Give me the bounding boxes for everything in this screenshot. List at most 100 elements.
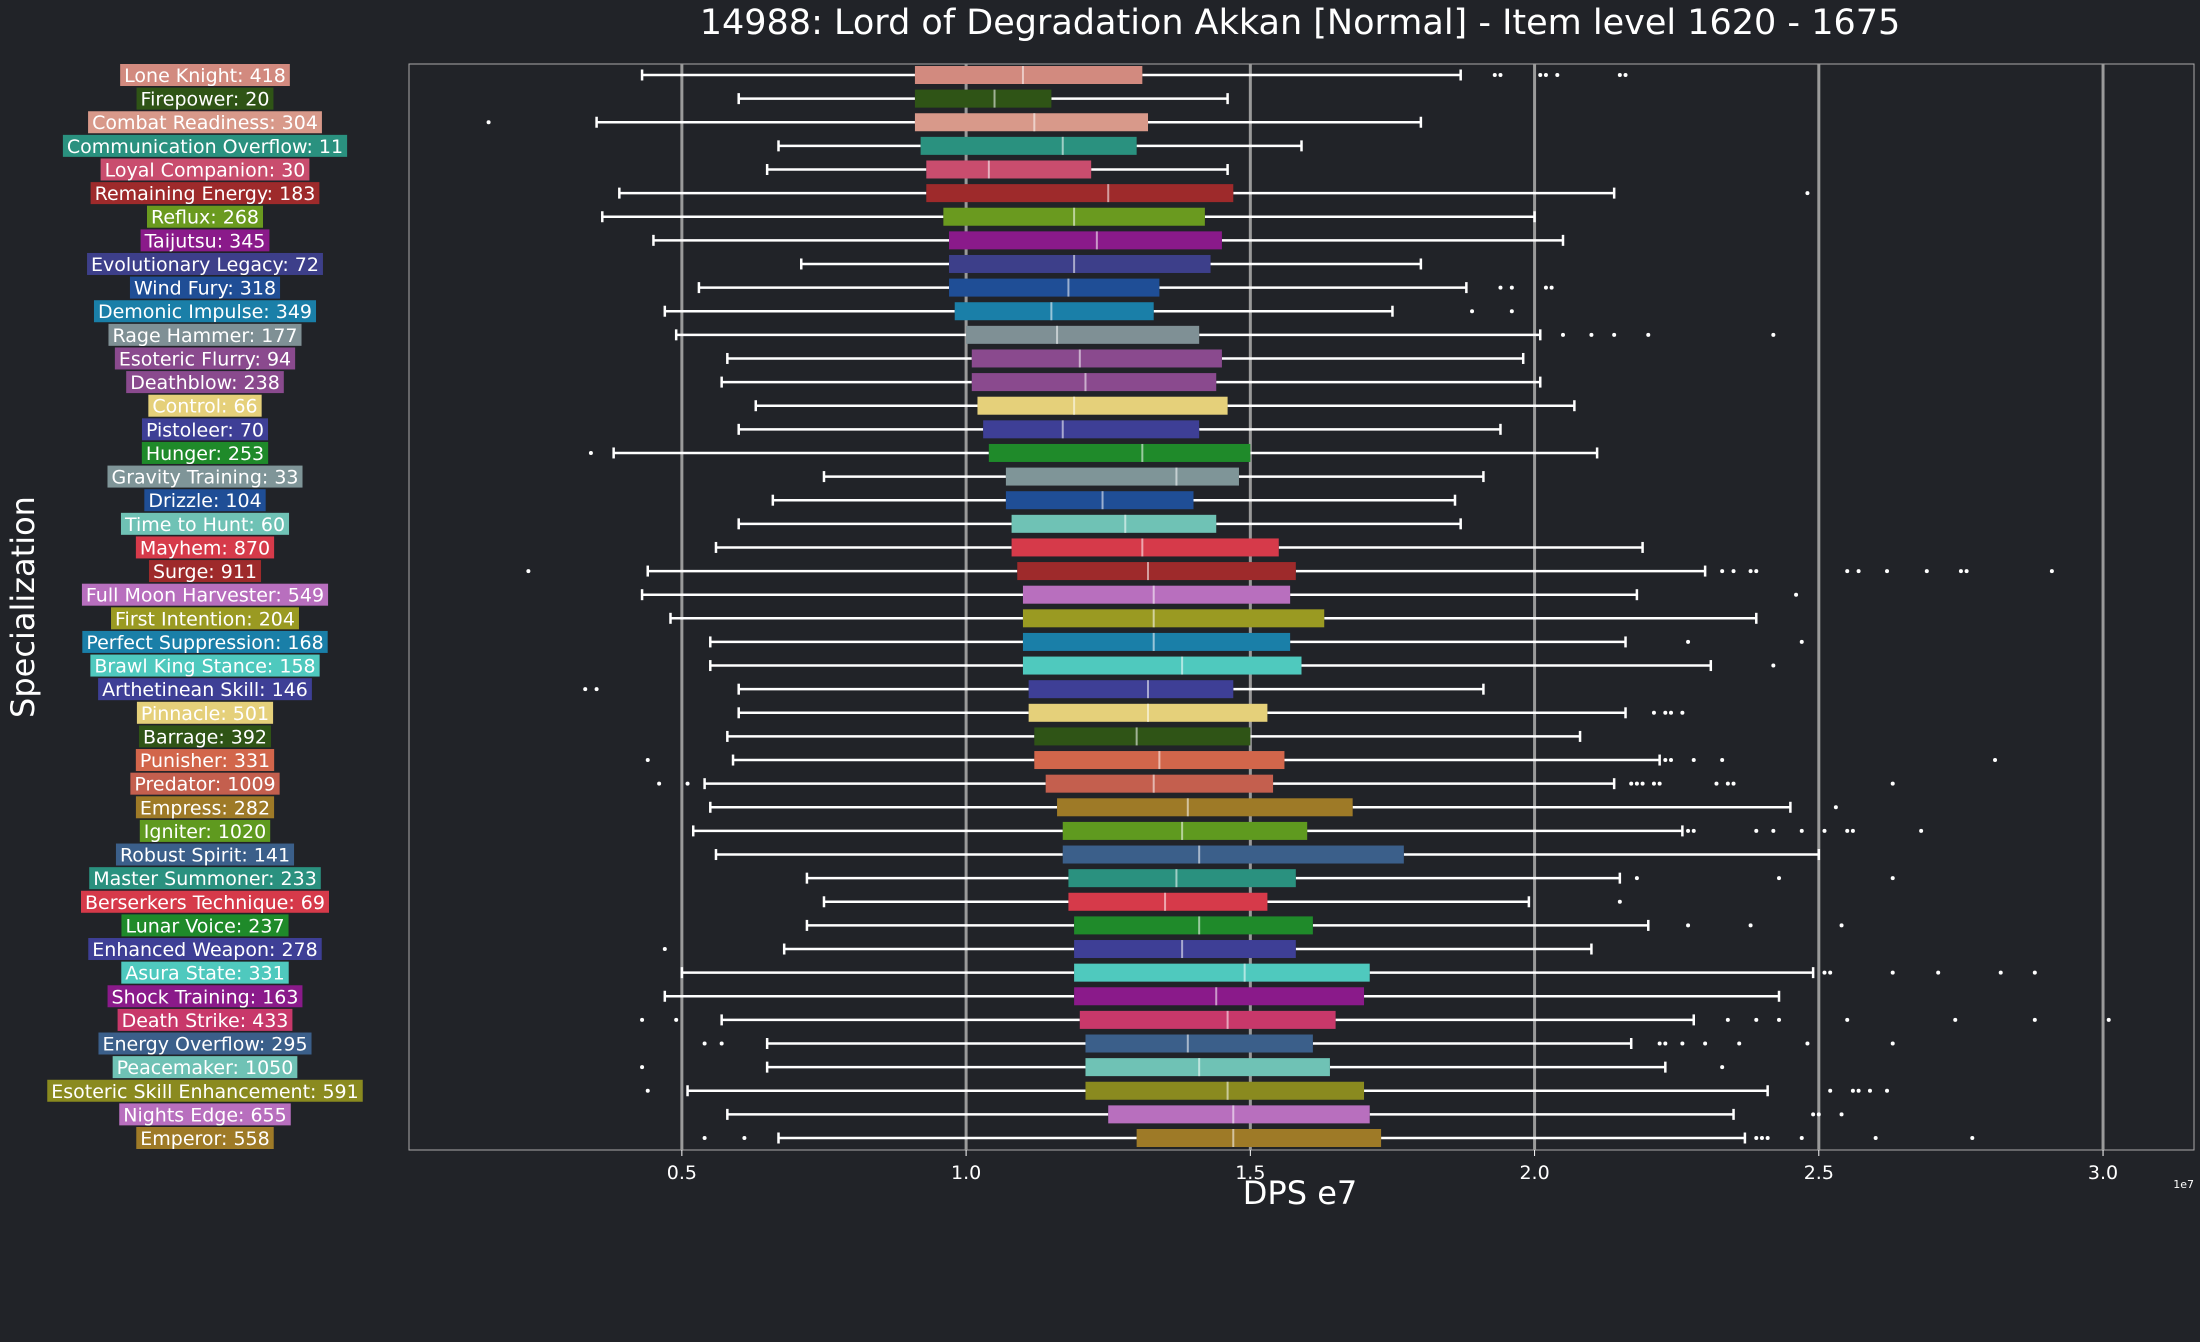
spec-label-text: Lunar Voice: 237 [125,915,284,937]
outlier-point [526,569,531,574]
iqr-box [1074,940,1296,959]
outlier-point [1771,663,1776,668]
spec-label-bg [98,1032,312,1055]
iqr-box [988,443,1251,462]
spec-label: Nights Edge: 655 [119,1103,291,1126]
box-row [737,514,1462,533]
box-row [714,845,1821,864]
outlier-point [1799,1136,1804,1140]
iqr-box [1085,1034,1313,1053]
spec-label-bg [107,465,303,488]
x-tick-label: 3.0 [2088,1162,2118,1184]
gridlines [680,64,2105,1150]
spec-label-text: Firepower: 20 [141,89,270,111]
box-row [669,609,1758,628]
spec-label: Berserkers Technique: 69 [81,890,329,914]
outlier-point [1543,285,1548,290]
spec-label-bg [89,867,321,890]
iqr-box [949,278,1160,297]
outlier-point [1498,73,1503,77]
iqr-box [966,325,1200,344]
spec-label: Perfect Suppression: 168 [82,630,328,654]
spec-label: Death Strike: 433 [117,1008,293,1032]
spec-label-bg [88,938,322,961]
spec-label-bg [100,158,310,181]
outlier-point [1777,876,1782,881]
spec-label: Evolutionary Legacy: 72 [87,252,323,276]
outlier-point [1890,876,1895,881]
outlier-point [1680,1041,1685,1046]
spec-label-text: Asura State: 331 [125,963,284,985]
box-row [805,916,1844,935]
iqr-box [1085,1058,1330,1077]
spec-label-bg [136,1127,274,1149]
outlier-point [1657,1041,1662,1046]
iqr-box [1136,1129,1382,1147]
iqr-box [1062,845,1404,864]
iqr-box [1057,798,1353,817]
box-row [822,892,1622,911]
outlier-point [1885,1088,1890,1093]
outlier-point [1822,970,1827,975]
spec-label-bg [121,914,289,937]
outlier-point [1651,781,1656,786]
spec-label-bg [93,300,317,323]
spec-label-text: Predator: 1009 [134,774,275,796]
x-tick-label: 1.0 [951,1162,981,1184]
outlier-point [1549,285,1554,290]
spec-label-text: Demonic Impulse: 349 [98,301,312,323]
spec-label: Control: 66 [148,394,262,418]
spec-label: Taijutsu: 345 [140,229,270,252]
outlier-point [1885,569,1890,574]
spec-label-bg [81,890,329,913]
spec-label-bg [144,489,266,512]
spec-label-text: Communication Overflow: 11 [67,136,343,158]
spec-label-bg [148,560,262,583]
outlier-point [662,947,667,952]
outlier-point [1856,569,1861,574]
spec-label-bg [81,583,329,606]
spec-label: Peacemaker: 1050 [112,1056,298,1079]
box-row [805,869,1895,888]
outlier-point [1617,73,1622,77]
spec-label-text: Barrage: 392 [143,726,267,748]
spec-label-text: Hunger: 253 [146,443,264,465]
box-row [709,632,1804,651]
outlier-point [1555,73,1560,77]
outlier-point [486,120,491,125]
spec-label-text: Lone Knight: 418 [124,65,286,87]
spec-label: Pistoleer: 70 [141,418,269,441]
spec-label-text: Loyal Companion: 30 [105,159,306,181]
outlier-point [1663,1041,1668,1046]
x-axis-ticks: 0.5 1.0 1.5 2.0 2.5 3.0 [667,1150,2118,1184]
outlier-point [674,1017,679,1022]
box-row [765,160,1229,179]
outlier-point [1634,876,1639,881]
spec-label-bg [136,87,274,110]
iqr-box [1005,467,1239,486]
spec-label-bg [107,985,303,1008]
outlier-point [1771,828,1776,833]
box-row [714,538,1644,557]
spec-label: Lone Knight: 418 [120,64,290,87]
outlier-point [1759,1136,1764,1140]
spec-label-text: Brawl King Stance: 158 [94,656,315,678]
spec-label-bg [121,961,289,984]
spec-label-text: Time to Hunt: 60 [124,514,285,536]
spec-label: Hunger: 253 [141,441,269,465]
spec-label: Surge: 911 [148,560,262,583]
outlier-point [1970,1136,1975,1140]
spec-label-bg [111,607,299,630]
box-row [601,207,1536,226]
outlier-point [640,1065,645,1070]
spec-label: Brawl King Stance: 158 [90,654,320,678]
box-row [697,278,1554,297]
spec-label: Emperor: 558 [136,1127,274,1150]
x-tick-label: 2.0 [1519,1162,1549,1184]
spec-label-text: Evolutionary Legacy: 72 [91,254,319,276]
outlier-point [1828,1088,1833,1093]
spec-label-bg [147,205,263,228]
outlier-point [1958,569,1963,574]
box-row [702,1129,1975,1147]
box-row [799,254,1423,273]
